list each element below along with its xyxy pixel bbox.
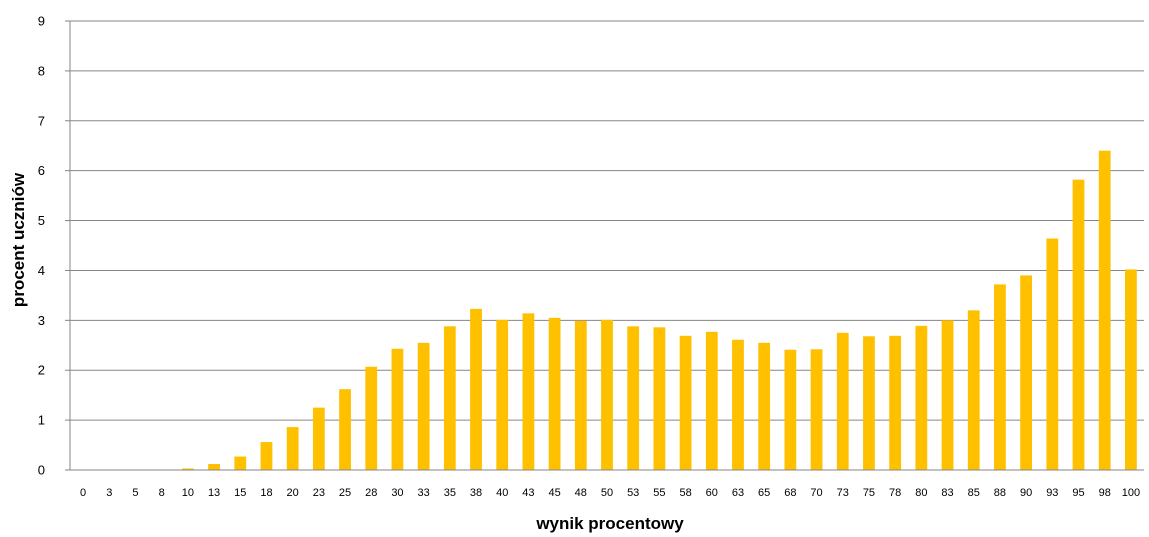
x-tick-label: 38 bbox=[470, 487, 482, 499]
bar bbox=[443, 326, 456, 470]
x-tick-label: 23 bbox=[313, 487, 325, 499]
bar bbox=[234, 456, 247, 470]
bar bbox=[784, 349, 797, 470]
bar bbox=[548, 317, 561, 470]
bar bbox=[863, 336, 875, 470]
bar bbox=[339, 389, 351, 470]
x-tick-label: 100 bbox=[1122, 487, 1140, 499]
y-axis-ticks: 0 1 2 3 4 5 6 7 8 9 bbox=[38, 14, 45, 478]
bar bbox=[312, 407, 325, 470]
bar bbox=[181, 468, 194, 470]
bar bbox=[758, 342, 771, 470]
y-tick-label: 1 bbox=[38, 413, 45, 428]
x-tick-label: 3 bbox=[106, 487, 112, 499]
bar bbox=[732, 339, 744, 470]
x-tick-label: 78 bbox=[889, 487, 901, 499]
bar bbox=[365, 366, 378, 470]
x-tick-label: 15 bbox=[234, 487, 246, 499]
x-tick-label: 28 bbox=[365, 487, 377, 499]
x-tick-label: 18 bbox=[260, 487, 272, 499]
x-tick-label: 30 bbox=[391, 487, 403, 499]
bar bbox=[1125, 269, 1137, 470]
bar bbox=[391, 348, 404, 470]
y-tick-label: 6 bbox=[38, 163, 45, 178]
bar bbox=[967, 310, 980, 470]
bar bbox=[705, 331, 718, 470]
bar bbox=[496, 319, 509, 470]
y-tick-label: 2 bbox=[38, 363, 45, 378]
bars bbox=[181, 150, 1137, 470]
bar bbox=[941, 320, 954, 470]
bar bbox=[601, 319, 613, 470]
bar bbox=[1020, 275, 1033, 470]
x-tick-label: 20 bbox=[287, 487, 299, 499]
y-tick-label: 3 bbox=[38, 313, 45, 328]
x-tick-label: 93 bbox=[1046, 487, 1058, 499]
bar bbox=[994, 284, 1006, 470]
x-tick-label: 13 bbox=[208, 487, 220, 499]
bar bbox=[286, 427, 299, 470]
y-tick-label: 7 bbox=[38, 113, 45, 128]
bar bbox=[470, 308, 482, 470]
y-tick-label: 0 bbox=[38, 463, 45, 478]
bar bbox=[627, 326, 640, 470]
bar bbox=[208, 464, 220, 470]
x-tick-label: 80 bbox=[915, 487, 927, 499]
bar bbox=[574, 320, 587, 470]
y-tick-label: 8 bbox=[38, 63, 45, 78]
y-axis-title: procent uczniów bbox=[9, 172, 28, 307]
y-tick-label: 4 bbox=[38, 263, 45, 278]
axes bbox=[65, 20, 1144, 471]
x-tick-label: 63 bbox=[732, 487, 744, 499]
x-tick-label: 35 bbox=[444, 487, 456, 499]
bar bbox=[679, 335, 692, 470]
x-tick-label: 50 bbox=[601, 487, 613, 499]
x-tick-label: 40 bbox=[496, 487, 508, 499]
bar bbox=[653, 327, 666, 470]
x-tick-label: 60 bbox=[706, 487, 718, 499]
bar bbox=[836, 332, 849, 470]
bar bbox=[915, 325, 928, 470]
x-tick-label: 90 bbox=[1020, 487, 1032, 499]
x-tick-label: 10 bbox=[182, 487, 194, 499]
x-tick-label: 70 bbox=[810, 487, 822, 499]
x-tick-label: 45 bbox=[548, 487, 560, 499]
y-tick-label: 5 bbox=[38, 213, 45, 228]
x-tick-label: 83 bbox=[941, 487, 953, 499]
x-tick-label: 25 bbox=[339, 487, 351, 499]
x-tick-label: 8 bbox=[159, 487, 165, 499]
bar bbox=[260, 442, 273, 470]
gridlines bbox=[70, 20, 1144, 421]
bar bbox=[889, 335, 902, 470]
x-tick-label: 85 bbox=[968, 487, 980, 499]
x-tick-label: 88 bbox=[994, 487, 1006, 499]
bar bbox=[417, 342, 430, 470]
x-tick-label: 33 bbox=[418, 487, 430, 499]
x-tick-label: 43 bbox=[522, 487, 534, 499]
x-tick-label: 73 bbox=[837, 487, 849, 499]
x-tick-label: 0 bbox=[80, 487, 86, 499]
bar bbox=[1072, 179, 1085, 470]
bar bbox=[810, 349, 823, 470]
x-tick-label: 48 bbox=[575, 487, 587, 499]
bar bbox=[1098, 150, 1111, 470]
x-tick-label: 55 bbox=[653, 487, 665, 499]
x-tick-label: 5 bbox=[132, 487, 138, 499]
bar bbox=[522, 313, 535, 470]
x-tick-label: 53 bbox=[627, 487, 639, 499]
x-tick-label: 58 bbox=[679, 487, 691, 499]
y-tick-label: 9 bbox=[38, 14, 45, 29]
x-axis-title: wynik procentowy bbox=[535, 514, 684, 533]
x-tick-label: 98 bbox=[1099, 487, 1111, 499]
bar bbox=[1046, 238, 1059, 470]
x-tick-label: 95 bbox=[1072, 487, 1084, 499]
x-tick-label: 65 bbox=[758, 487, 770, 499]
x-tick-label: 68 bbox=[784, 487, 796, 499]
x-tick-label: 75 bbox=[863, 487, 875, 499]
x-axis-ticks: 0 3 5 8 10 13 15 18 20 23 25 28 30 33 35 38 40 43 45 48 50 53… bbox=[80, 487, 1140, 499]
